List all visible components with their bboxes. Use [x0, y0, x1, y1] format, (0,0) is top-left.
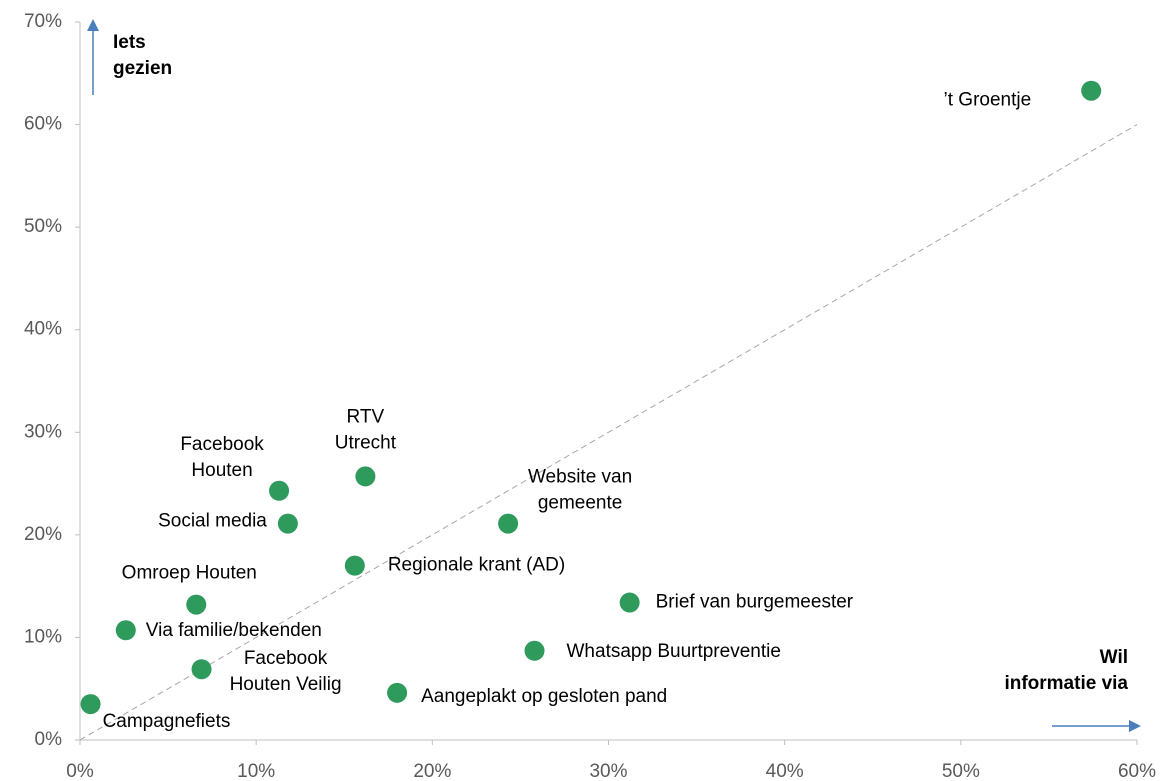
y-tick-label: 0%: [35, 729, 63, 750]
y-tick-label: 40%: [24, 319, 62, 340]
point: [498, 513, 519, 534]
point-label: Social media: [158, 511, 267, 532]
y-tick-label: 60%: [24, 114, 62, 135]
y-annotation-line: gezien: [113, 58, 172, 79]
x-tick-label: 30%: [589, 761, 627, 781]
point: [619, 592, 640, 613]
y-annotation-line: Iets: [113, 32, 146, 53]
x-tick-label: 60%: [1118, 761, 1156, 781]
point-label: Omroep Houten: [122, 563, 257, 584]
point: [191, 659, 212, 680]
point-label: Campagnefiets: [103, 711, 231, 732]
point-label-line: Utrecht: [335, 432, 397, 453]
point-label-line: Social media: [158, 511, 267, 532]
point-label: Whatsapp Buurtpreventie: [567, 641, 781, 662]
point-label-line: Houten: [191, 460, 252, 481]
point: [355, 466, 376, 487]
x-tick-label: 0%: [66, 761, 94, 781]
point-label-line: Whatsapp Buurtpreventie: [567, 641, 781, 662]
x-annotation-line: Wil: [1100, 647, 1128, 668]
point-label: Regionale krant (AD): [388, 555, 565, 576]
point: [186, 594, 207, 615]
point: [344, 555, 365, 576]
point-label: Via familie/bekenden: [146, 620, 322, 641]
reference-line: [79, 124, 1138, 741]
x-tick-label: 10%: [237, 761, 275, 781]
point-label-line: Brief van burgemeester: [656, 592, 854, 613]
y-tick-label: 70%: [24, 11, 62, 32]
point-label-line: Aangeplakt op gesloten pand: [421, 686, 667, 707]
point-label-line: ’t Groentje: [944, 90, 1032, 111]
point-label: Facebook Houten Veilig: [230, 648, 342, 695]
y-tick-label: 10%: [24, 626, 62, 647]
y-annotation: Iets gezien: [113, 32, 172, 79]
point: [277, 513, 298, 534]
y-tick-label: 20%: [24, 524, 62, 545]
point: [387, 682, 408, 703]
point-label: Website van gemeente: [528, 467, 632, 514]
x-annotation-line: informatie via: [1004, 673, 1128, 694]
point-label-line: Facebook: [244, 648, 328, 669]
point-label: RTV Utrecht: [335, 406, 397, 453]
y-tick-label: 30%: [24, 421, 62, 442]
point-label-line: RTV: [347, 406, 385, 427]
point: [80, 694, 101, 715]
x-tick-label: 20%: [413, 761, 451, 781]
x-tick-label: 50%: [942, 761, 980, 781]
point: [115, 620, 136, 641]
point-label: Aangeplakt op gesloten pand: [421, 686, 667, 707]
y-tick-label: 50%: [24, 216, 62, 237]
point: [1081, 80, 1102, 101]
point-label: ’t Groentje: [944, 90, 1032, 111]
point-label-line: Omroep Houten: [122, 563, 257, 584]
point-label: Brief van burgemeester: [656, 592, 854, 613]
point-label-line: Houten Veilig: [230, 674, 342, 695]
point-label-line: Website van: [528, 467, 632, 488]
point: [269, 480, 290, 501]
point-label: Facebook Houten: [180, 434, 264, 481]
x-annotation: Wil informatie via: [1004, 647, 1128, 694]
point-label-line: gemeente: [538, 493, 623, 514]
point: [524, 640, 545, 661]
point-label-line: Regionale krant (AD): [388, 555, 565, 576]
point-label-line: Via familie/bekenden: [146, 620, 322, 641]
point-label-line: Campagnefiets: [103, 711, 231, 732]
x-tick-label: 40%: [766, 761, 804, 781]
point-label-line: Facebook: [180, 434, 264, 455]
